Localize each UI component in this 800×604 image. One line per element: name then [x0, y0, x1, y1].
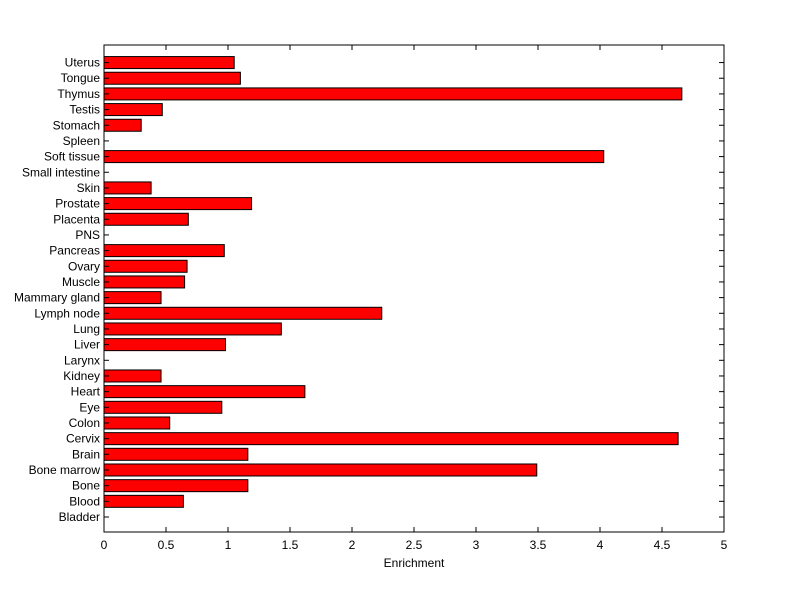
category-label: Tongue: [61, 71, 101, 85]
bar-brain: [103, 447, 249, 461]
category-label: Stomach: [53, 118, 100, 132]
x-tick-label: 3.5: [530, 538, 547, 552]
bar-stomach: [103, 118, 142, 132]
x-axis-label: Enrichment: [384, 556, 445, 570]
bar-liver: [103, 338, 227, 352]
category-label: Lymph node: [34, 306, 100, 320]
category-label: Mammary gland: [14, 291, 100, 305]
category-label: Thymus: [57, 87, 100, 101]
category-label: Muscle: [62, 275, 100, 289]
ticks-layer: [103, 45, 725, 532]
bars-layer: [103, 56, 683, 508]
bar-mammary-gland: [103, 291, 162, 305]
x-tick-label: 4.5: [654, 538, 671, 552]
x-tick-label: 4: [597, 538, 604, 552]
category-label: Blood: [69, 494, 100, 508]
x-tick-label: 3: [473, 538, 480, 552]
category-label: Heart: [71, 385, 101, 399]
bar-blood: [103, 494, 184, 508]
x-tick-label: 5: [721, 538, 728, 552]
category-label: Soft tissue: [44, 150, 100, 164]
bar-prostate: [103, 197, 253, 211]
bar-ovary: [103, 259, 188, 273]
x-tick-labels: 0 0.5 1 1.5 2 2.5 3 3.5 4 4.5 5: [101, 538, 728, 552]
bar-kidney: [103, 369, 162, 383]
category-label: Spleen: [63, 134, 100, 148]
category-label: Kidney: [63, 369, 100, 383]
bar-lung: [103, 322, 282, 336]
bar-testis: [103, 103, 163, 117]
category-label: Bone marrow: [29, 463, 101, 477]
category-label: Brain: [72, 447, 100, 461]
x-tick-label: 2: [349, 538, 356, 552]
bar-soft-tissue: [103, 150, 605, 164]
category-label: Placenta: [53, 212, 100, 226]
bar-cervix: [103, 432, 679, 446]
bar-muscle: [103, 275, 186, 289]
category-label: Lung: [73, 322, 100, 336]
bar-heart: [103, 385, 306, 399]
category-label: Eye: [79, 400, 100, 414]
bar-bone: [103, 479, 249, 493]
bar-bone-marrow: [103, 463, 538, 477]
bar-colon: [103, 416, 171, 430]
category-label: Ovary: [68, 259, 100, 273]
category-label: Uterus: [65, 56, 100, 70]
bar-tongue: [103, 71, 241, 85]
category-label: Larynx: [64, 353, 100, 367]
bar-pancreas: [103, 244, 225, 258]
bar-lymph-node: [103, 306, 383, 320]
category-label: Cervix: [66, 432, 100, 446]
category-label: Skin: [77, 181, 100, 195]
x-tick-label: 2.5: [406, 538, 423, 552]
bar-thymus: [103, 87, 683, 101]
x-tick-label: 0: [101, 538, 108, 552]
category-label: Small intestine: [22, 165, 100, 179]
bar-skin: [103, 181, 152, 195]
bar-eye: [103, 400, 223, 414]
x-tick-label: 0.5: [158, 538, 175, 552]
category-label: Liver: [74, 338, 100, 352]
x-tick-label: 1.5: [282, 538, 299, 552]
category-label: Bladder: [59, 510, 100, 524]
category-label: PNS: [75, 228, 100, 242]
category-label: Colon: [69, 416, 100, 430]
x-tick-label: 1: [225, 538, 232, 552]
category-label: Bone: [72, 479, 100, 493]
category-label: Prostate: [55, 197, 100, 211]
category-label: Pancreas: [49, 244, 100, 258]
category-label: Testis: [69, 103, 100, 117]
bar-placenta: [103, 212, 189, 226]
bar-uterus: [103, 56, 235, 70]
